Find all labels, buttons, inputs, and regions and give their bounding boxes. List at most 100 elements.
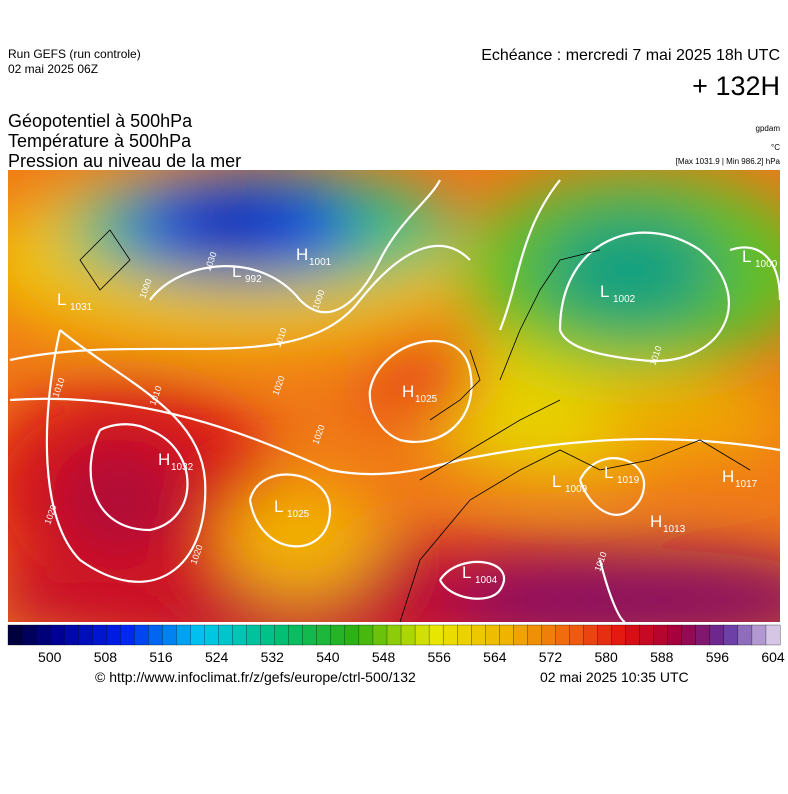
source: © http://www.infoclimat.fr/z/gefs/europe…: [95, 669, 416, 685]
center-kind: L: [742, 247, 751, 266]
colorbar-swatch: [78, 624, 93, 646]
colorbar-swatch: [471, 624, 486, 646]
colorbar-swatch: [428, 624, 444, 646]
colorbar-swatch: [316, 624, 332, 646]
colorbar-swatch: [134, 624, 149, 646]
colorbar-swatch: [414, 624, 430, 646]
colorbar-swatch: [49, 624, 65, 646]
colorbar-swatch: [597, 624, 613, 646]
colorbar-tick-label: 572: [539, 649, 563, 665]
colorbar-swatch: [723, 624, 739, 646]
center-value: 1032: [171, 462, 194, 473]
colorbar-swatch: [106, 624, 121, 646]
colorbar-swatch: [21, 624, 37, 646]
colorbar-swatch: [667, 624, 683, 646]
colorbar-swatch: [737, 624, 753, 646]
colorbar-swatch: [681, 624, 697, 646]
center-value: 1031: [70, 302, 93, 313]
colorbar-swatch: [765, 624, 781, 646]
center-value: 1019: [617, 475, 640, 486]
lead-time: + 132H: [692, 71, 780, 101]
colorbar-swatch: [442, 624, 458, 646]
colorbar-swatch: [190, 624, 205, 646]
center-kind: L: [600, 282, 609, 301]
colorbar: 500 508 516 524 532 540 548 556 564 572 580 588 596 6…: [7, 624, 785, 665]
colorbar-swatch: [176, 624, 191, 646]
colorbar-swatch: [218, 624, 234, 646]
colorbar-swatch: [274, 624, 290, 646]
center-value: 1025: [287, 509, 310, 520]
colorbar-swatch: [246, 624, 262, 646]
unit: gpdam: [756, 124, 781, 133]
colorbar-swatch: [751, 624, 767, 646]
colorbar-swatch: [541, 624, 556, 646]
colorbar-swatch: [372, 624, 388, 646]
colorbar-tick-label: 500: [38, 649, 62, 665]
colorbar-swatch: [695, 624, 711, 646]
center-kind: H: [650, 512, 662, 531]
colorbar-swatch: [625, 624, 641, 646]
center-kind: H: [296, 245, 308, 264]
colorbar-tick-label: 588: [650, 649, 674, 665]
center-kind: H: [722, 467, 734, 486]
colorbar-swatch: [513, 624, 528, 646]
field: Géopotentiel à 500hPa: [8, 111, 193, 131]
center-value: 1004: [475, 575, 498, 586]
colorbar-swatch: [260, 624, 276, 646]
center-kind: H: [158, 450, 170, 469]
center-kind: L: [604, 463, 613, 482]
center-value: 1002: [613, 294, 636, 305]
colorbar-swatch: [457, 624, 472, 646]
colorbar-swatch: [288, 624, 304, 646]
center-value: 992: [245, 274, 262, 285]
center-kind: H: [402, 382, 414, 401]
colorbar-swatch: [120, 624, 135, 646]
unit: °C: [771, 143, 780, 152]
colorbar-swatch: [148, 624, 163, 646]
colorbar-swatch: [7, 624, 23, 646]
center-value: 1025: [415, 394, 438, 405]
colorbar-swatch: [653, 624, 669, 646]
colorbar-tick-label: 540: [316, 649, 340, 665]
center-value: 1013: [663, 524, 686, 535]
center-kind: L: [232, 262, 241, 281]
center-value: 1009: [565, 484, 588, 495]
extremes: [Max 1031.9 | Min 986.2] hPa: [676, 157, 781, 166]
center-value: 1017: [735, 479, 758, 490]
center-kind: L: [552, 472, 561, 491]
colorbar-swatch: [63, 624, 79, 646]
colorbar-tick-label: 596: [706, 649, 730, 665]
colorbar-swatch: [302, 624, 318, 646]
center-value: 1001: [309, 257, 332, 268]
colorbar-swatch: [499, 624, 514, 646]
center-kind: L: [274, 497, 283, 516]
colorbar-tick-label: 548: [372, 649, 396, 665]
colorbar-tick-label: 508: [94, 649, 118, 665]
colorbar-swatch: [400, 624, 416, 646]
colorbar-swatch: [386, 624, 402, 646]
colorbar-tick-label: 556: [428, 649, 452, 665]
colorbar-swatch: [611, 624, 627, 646]
field: Température à 500hPa: [8, 131, 192, 151]
colorbar-swatch: [204, 624, 219, 646]
colorbar-tick-label: 516: [149, 649, 173, 665]
colorbar-tick-label: 532: [261, 649, 285, 665]
colorbar-swatch: [569, 624, 584, 646]
colorbar-tick-label: 524: [205, 649, 229, 665]
colorbar-swatch: [92, 624, 107, 646]
center-value: 1000: [755, 259, 778, 270]
colorbar-swatch: [555, 624, 570, 646]
colorbar-tick-label: 580: [594, 649, 618, 665]
colorbar-swatch: [162, 624, 177, 646]
colorbar-swatch: [232, 624, 248, 646]
run: Run GEFS (run controle): [8, 47, 141, 61]
colorbar-tick-label: 564: [483, 649, 507, 665]
center-kind: L: [462, 563, 471, 582]
colorbar-swatch: [330, 624, 346, 646]
center-kind: L: [57, 290, 66, 309]
colorbar-swatch: [344, 624, 360, 646]
colorbar-tick-label: 604: [761, 649, 785, 665]
colorbar-swatch: [485, 624, 500, 646]
